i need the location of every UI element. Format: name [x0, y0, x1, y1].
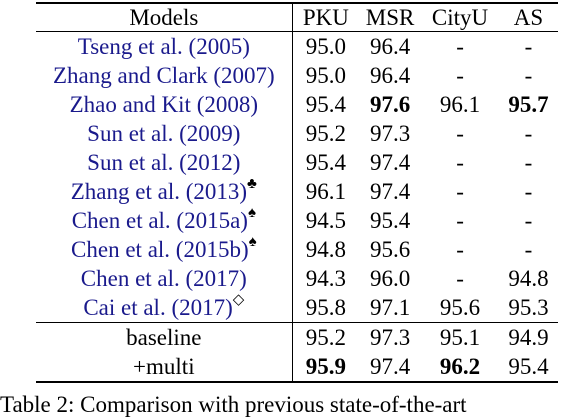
msr-value: 95.6 — [369, 237, 411, 262]
as-value: 94.8 — [508, 266, 549, 291]
cityu-value: - — [456, 237, 464, 262]
table-row: Chen et al. (2015a)♠ 94.5 95.4 - - — [36, 206, 558, 235]
pku-value: 94.5 — [305, 208, 346, 233]
model-name: Chen et al. (2017) — [36, 264, 293, 293]
pku-value: 95.4 — [305, 150, 346, 175]
model-name: Zhao and Kit (2008) — [36, 90, 293, 119]
results-table: Models PKU MSR CityU AS Tseng et al. (20… — [36, 2, 558, 383]
header-pku: PKU — [292, 4, 360, 32]
spade-footnote-mark: ♠ — [247, 205, 256, 222]
pku-value: 95.4 — [305, 92, 346, 117]
spade-footnote-mark: ♠ — [248, 234, 257, 251]
pku-value: 95.2 — [292, 322, 360, 352]
cityu-value: - — [456, 121, 464, 146]
model-name: +multi — [36, 352, 293, 381]
header-as: AS — [499, 4, 558, 32]
cityu-value-best: 96.2 — [439, 354, 481, 379]
table-row: Zhang and Clark (2007) 95.0 96.4 - - — [36, 61, 558, 90]
as-value: - — [524, 237, 533, 262]
model-name: Sun et al. (2012) — [36, 148, 293, 177]
header-msr: MSR — [359, 4, 422, 32]
msr-value: 96.0 — [369, 266, 411, 291]
as-value: 94.9 — [499, 322, 558, 352]
pku-value: 95.2 — [305, 121, 346, 146]
as-value: - — [524, 34, 533, 59]
msr-value: 97.4 — [369, 179, 411, 204]
msr-value: 97.4 — [369, 354, 411, 379]
cityu-value: 95.6 — [439, 295, 481, 320]
cityu-value: 96.1 — [439, 92, 481, 117]
table-row: Zhang et al. (2013)♣ 96.1 97.4 - - — [36, 177, 558, 206]
table-row-baseline: baseline 95.2 97.3 95.1 94.9 — [36, 322, 558, 352]
model-name: Sun et al. (2009) — [36, 119, 293, 148]
pku-value-best: 96.1 — [305, 179, 346, 204]
table-row: Cai et al. (2017)◇ 95.8 97.1 95.6 95.3 — [36, 293, 558, 323]
as-value: 95.3 — [508, 295, 549, 320]
msr-value: 96.4 — [369, 63, 411, 88]
as-value: 95.4 — [508, 354, 549, 379]
pku-value: 94.3 — [305, 266, 346, 291]
msr-value: 97.4 — [369, 150, 411, 175]
as-value: - — [524, 63, 533, 88]
table-row: Chen et al. (2015b)♠ 94.8 95.6 - - — [36, 235, 558, 264]
msr-value: 96.4 — [369, 34, 411, 59]
table-row: Sun et al. (2009) 95.2 97.3 - - — [36, 119, 558, 148]
cityu-value: - — [456, 150, 464, 175]
cityu-value: - — [456, 34, 464, 59]
header-row: Models PKU MSR CityU AS — [36, 4, 558, 32]
as-value: - — [524, 121, 533, 146]
table-row-multi: +multi 95.9 97.4 96.2 95.4 — [36, 352, 558, 381]
table-row: Chen et al. (2017) 94.3 96.0 - 94.8 — [36, 264, 558, 293]
cityu-value: - — [456, 179, 464, 204]
model-name: Cai et al. (2017)◇ — [36, 292, 293, 323]
table-row: Tseng et al. (2005) 95.0 96.4 - - — [36, 31, 558, 61]
model-name: Chen et al. (2015a)♠ — [36, 205, 293, 235]
msr-value: 95.4 — [369, 208, 411, 233]
as-value-best: 95.7 — [508, 92, 549, 117]
diamond-footnote-mark: ◇ — [232, 292, 245, 309]
table-row: Zhao and Kit (2008) 95.4 97.6 96.1 95.7 — [36, 90, 558, 119]
pku-value: 95.8 — [305, 295, 346, 320]
cityu-value: - — [456, 266, 464, 291]
cityu-value: 95.1 — [421, 322, 500, 352]
as-value: - — [524, 179, 533, 204]
model-name: Zhang et al. (2013)♣ — [36, 176, 293, 206]
header-models: Models — [36, 4, 293, 32]
model-name: Chen et al. (2015b)♠ — [36, 234, 293, 264]
header-cityu: CityU — [421, 4, 500, 32]
club-footnote-mark: ♣ — [247, 176, 257, 193]
pku-value: 95.0 — [305, 63, 346, 88]
msr-value: 97.3 — [369, 121, 411, 146]
as-value: - — [524, 208, 533, 233]
msr-value-best: 97.6 — [369, 92, 411, 117]
model-name: Tseng et al. (2005) — [36, 31, 293, 61]
pku-value: 95.0 — [305, 34, 346, 59]
model-name: baseline — [36, 322, 293, 352]
as-value: - — [524, 150, 533, 175]
msr-value: 97.1 — [369, 295, 411, 320]
cityu-value: - — [456, 63, 464, 88]
cityu-value: - — [456, 208, 464, 233]
table-caption: Table 2: Comparison with previous state-… — [0, 392, 467, 417]
table-row: Sun et al. (2012) 95.4 97.4 - - — [36, 148, 558, 177]
pku-value: 94.8 — [305, 237, 346, 262]
model-name: Zhang and Clark (2007) — [36, 61, 293, 90]
msr-value: 97.3 — [359, 322, 422, 352]
pku-value-best: 95.9 — [305, 354, 346, 379]
